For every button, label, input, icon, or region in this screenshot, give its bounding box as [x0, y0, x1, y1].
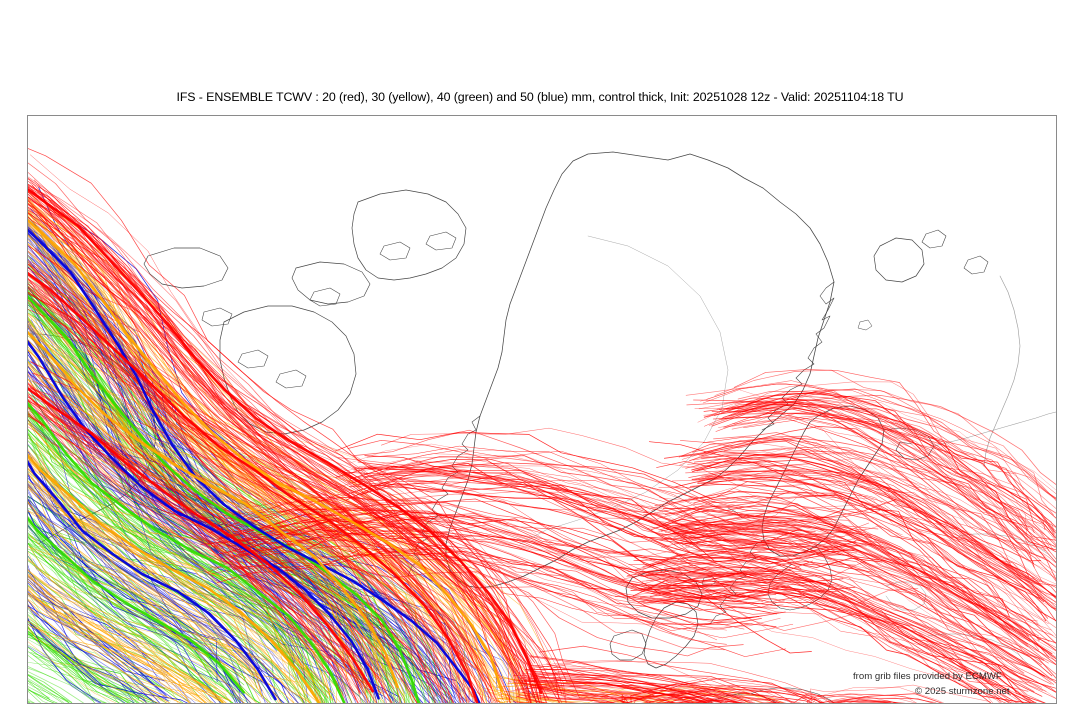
- map-plot-area: [27, 115, 1057, 704]
- spaghetti-contour-canvas: [28, 116, 1056, 703]
- control-contour-layer: [28, 188, 543, 703]
- page-title: IFS - ENSEMBLE TCWV : 20 (red), 30 (yell…: [176, 90, 904, 104]
